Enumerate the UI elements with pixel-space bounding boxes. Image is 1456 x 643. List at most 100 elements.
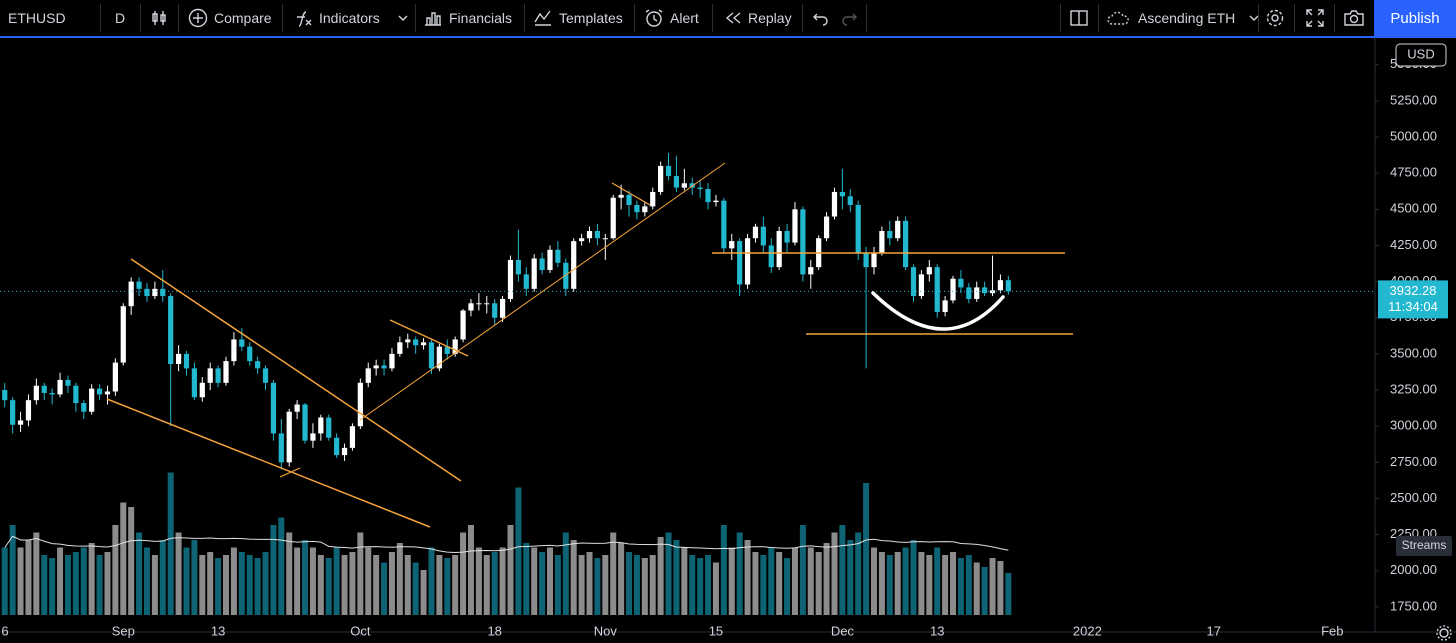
divider — [140, 4, 141, 32]
candle-body — [420, 342, 427, 346]
candle-body — [737, 241, 743, 285]
x-tick-label: 2022 — [1073, 623, 1102, 638]
volume-bar — [870, 547, 877, 615]
candle-body — [895, 220, 901, 239]
candle-body — [808, 267, 814, 275]
divider — [282, 4, 283, 32]
volume-bar — [191, 540, 198, 615]
volume-bar — [57, 547, 64, 615]
volume-bar — [523, 543, 530, 615]
undo-button[interactable] — [812, 0, 830, 36]
redo-button[interactable] — [840, 0, 858, 36]
candle-body — [460, 310, 466, 340]
volume-bar — [705, 555, 712, 615]
volume-bar — [412, 562, 419, 615]
candle-body — [183, 353, 190, 369]
volume-bar — [863, 483, 870, 615]
fullscreen-button[interactable] — [1305, 0, 1325, 36]
candle-body — [887, 230, 893, 239]
y-tick-label: 2000.00 — [1390, 562, 1437, 577]
settings-button[interactable] — [1265, 0, 1285, 36]
volume-bar — [539, 552, 546, 615]
streams-button[interactable] — [1396, 536, 1452, 556]
chart-style[interactable] — [150, 0, 168, 36]
layout-split[interactable] — [1069, 0, 1089, 36]
volume-bar — [143, 547, 150, 615]
volume-bar — [973, 562, 980, 615]
volume-bar — [1, 547, 8, 615]
publish-button[interactable]: Publish — [1374, 0, 1456, 36]
time-settings[interactable] — [1436, 625, 1452, 641]
volume-bar — [902, 547, 909, 615]
divider — [634, 4, 635, 32]
volume-bar — [499, 547, 506, 615]
volume-bar — [760, 555, 767, 615]
candle-body — [618, 194, 624, 198]
divider — [524, 4, 525, 32]
layout-text: Ascending ETH — [1138, 10, 1236, 26]
gear-icon — [1266, 9, 1284, 27]
divider — [866, 4, 867, 32]
snapshot-button[interactable] — [1343, 0, 1365, 36]
divider — [1098, 4, 1099, 32]
candle-body — [41, 385, 47, 393]
symbol[interactable]: ETHUSD — [8, 0, 66, 36]
volume-bar — [112, 525, 119, 615]
y-tick-label: 5000.00 — [1390, 128, 1437, 143]
compare-button[interactable]: Compare — [188, 0, 272, 36]
candle-body — [239, 339, 245, 347]
interval[interactable]: D — [115, 0, 125, 36]
candle-body — [768, 245, 774, 268]
currency-box[interactable] — [1395, 43, 1447, 67]
volume-bar — [752, 552, 759, 615]
volume-bar — [626, 552, 633, 615]
templates-button[interactable]: Templates — [533, 0, 623, 36]
x-tick-label: 13 — [930, 623, 944, 638]
candle-body — [341, 447, 348, 456]
divider — [1258, 4, 1259, 32]
bars-icon — [425, 12, 441, 26]
divider — [1060, 4, 1061, 32]
candle-body — [468, 303, 474, 311]
volume-bar — [49, 558, 56, 615]
replay-button[interactable]: Replay — [724, 0, 792, 36]
trend-line — [611, 182, 651, 206]
divider — [802, 4, 803, 32]
volume-bar — [823, 543, 830, 615]
candle-body — [523, 274, 529, 289]
indicators-button[interactable]: Indicators — [295, 0, 410, 36]
layout-icon — [1070, 10, 1088, 26]
candle-body — [847, 196, 853, 205]
candle-body — [484, 303, 490, 305]
financials-button[interactable]: Financials — [423, 0, 512, 36]
alert-button[interactable]: Alert — [644, 0, 699, 36]
candle-body — [492, 303, 498, 318]
layout-name[interactable]: Ascending ETH — [1106, 0, 1261, 36]
candle-body — [231, 339, 237, 362]
compare-text: Compare — [214, 10, 272, 26]
templates-text: Templates — [559, 10, 623, 26]
volume-bar — [578, 555, 585, 615]
replay-text: Replay — [748, 10, 792, 26]
volume-bar — [847, 540, 854, 615]
volume-bar — [381, 562, 388, 615]
x-tick-label: Feb — [1321, 623, 1343, 638]
last-price-label: 3932.28 — [1390, 283, 1437, 298]
interval-text: D — [115, 10, 126, 26]
candle-body — [278, 433, 284, 463]
volume-bar — [689, 555, 696, 615]
candle-body — [413, 339, 419, 346]
volume-bar — [728, 547, 735, 615]
candle-body — [997, 280, 1004, 291]
candle-body — [958, 278, 964, 288]
candle-body — [839, 191, 845, 197]
volume-bar — [72, 552, 79, 615]
candle-body — [104, 391, 111, 395]
volume-bar — [151, 555, 158, 615]
volume-bar — [475, 547, 482, 615]
volume-bar — [270, 525, 277, 615]
fx-icon — [297, 11, 312, 27]
candle-body — [776, 230, 782, 268]
candle-body — [326, 417, 332, 438]
candle-body — [586, 230, 593, 239]
